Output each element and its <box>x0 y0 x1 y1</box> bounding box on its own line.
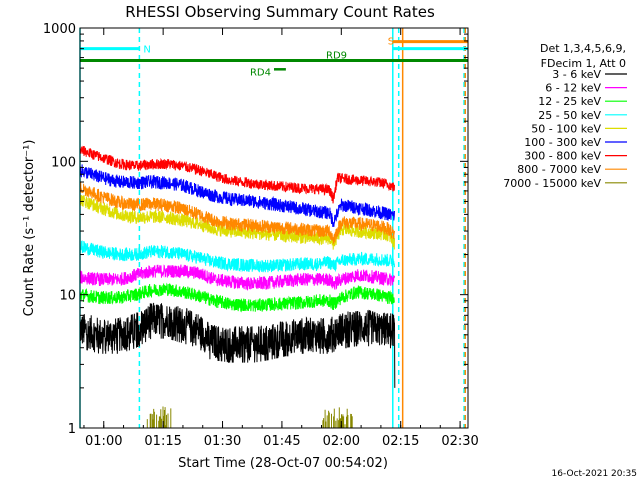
series-100-300-kev <box>79 164 395 228</box>
series-50-100-kev <box>79 194 395 250</box>
series-12-25-kev <box>79 282 395 313</box>
series-6-12-kev <box>79 264 395 291</box>
series-7000-15000-kev-spikes-1 <box>322 407 353 428</box>
legend-header-0: Det 1,3,4,5,6,9, <box>540 42 626 55</box>
legend-header-1: FDecim 1, Att 0 <box>541 57 626 70</box>
legend-label-1: 6 - 12 keV <box>545 82 601 95</box>
x-tick-label-0: 01:00 <box>85 434 122 449</box>
x-tick-label-3: 01:45 <box>263 434 300 449</box>
x-tick-label-2: 01:30 <box>204 434 241 449</box>
y-tick-label-1: 10 <box>59 289 76 304</box>
legend-label-2: 12 - 25 keV <box>538 95 601 108</box>
x-tick-label-5: 02:15 <box>382 434 419 449</box>
legend-label-6: 300 - 800 keV <box>524 150 601 163</box>
bar-label-n-0: N <box>143 45 150 56</box>
y-tick-label-0: 1 <box>68 422 76 437</box>
chart-title: RHESSI Observing Summary Count Rates <box>125 3 435 21</box>
vertical-markers <box>79 28 466 428</box>
legend-label-8: 7000 - 15000 keV <box>503 177 601 190</box>
y-tick-label-2: 100 <box>51 155 76 170</box>
series-25-50-kev <box>79 240 395 273</box>
legend-label-5: 100 - 300 keV <box>524 136 601 149</box>
bar-label-rd4-4: RD4 <box>250 67 271 78</box>
legend-label-0: 3 - 6 keV <box>552 68 601 81</box>
series-800-7000-kev <box>79 181 395 245</box>
x-tick-label-6: 02:30 <box>441 434 478 449</box>
series-lines <box>79 145 396 428</box>
legend-label-7: 800 - 7000 keV <box>517 163 601 176</box>
series-3-6-kev <box>79 302 396 388</box>
axis-ticks: 01:00 01:15 01:30 01:45 02:00 02:15 02:30 1 10 10… <box>43 22 479 449</box>
attenuator-bars: N S RD9 RD4 <box>80 37 468 78</box>
y-tick-label-3: 1000 <box>43 22 76 37</box>
plot-frame <box>79 27 469 429</box>
y-axis-label: Count Rate (s⁻¹ detector⁻¹) <box>22 140 37 317</box>
legend: Det 1,3,4,5,6,9, FDecim 1, Att 03 - 6 keV… <box>503 42 627 190</box>
bar-label-rd9-3: RD9 <box>326 51 347 62</box>
bar-label-s-2: S <box>388 37 394 48</box>
x-axis-label: Start Time (28-Oct-07 00:54:02) <box>178 456 388 471</box>
legend-label-4: 50 - 100 keV <box>531 122 601 135</box>
legend-label-3: 25 - 50 keV <box>538 109 601 122</box>
series-300-800-kev <box>79 145 395 204</box>
x-tick-label-4: 02:00 <box>323 434 360 449</box>
x-tick-label-1: 01:15 <box>144 434 181 449</box>
series-7000-15000-kev-spikes-0 <box>146 406 172 428</box>
footer-date: 16-Oct-2021 20:35 <box>552 469 637 479</box>
